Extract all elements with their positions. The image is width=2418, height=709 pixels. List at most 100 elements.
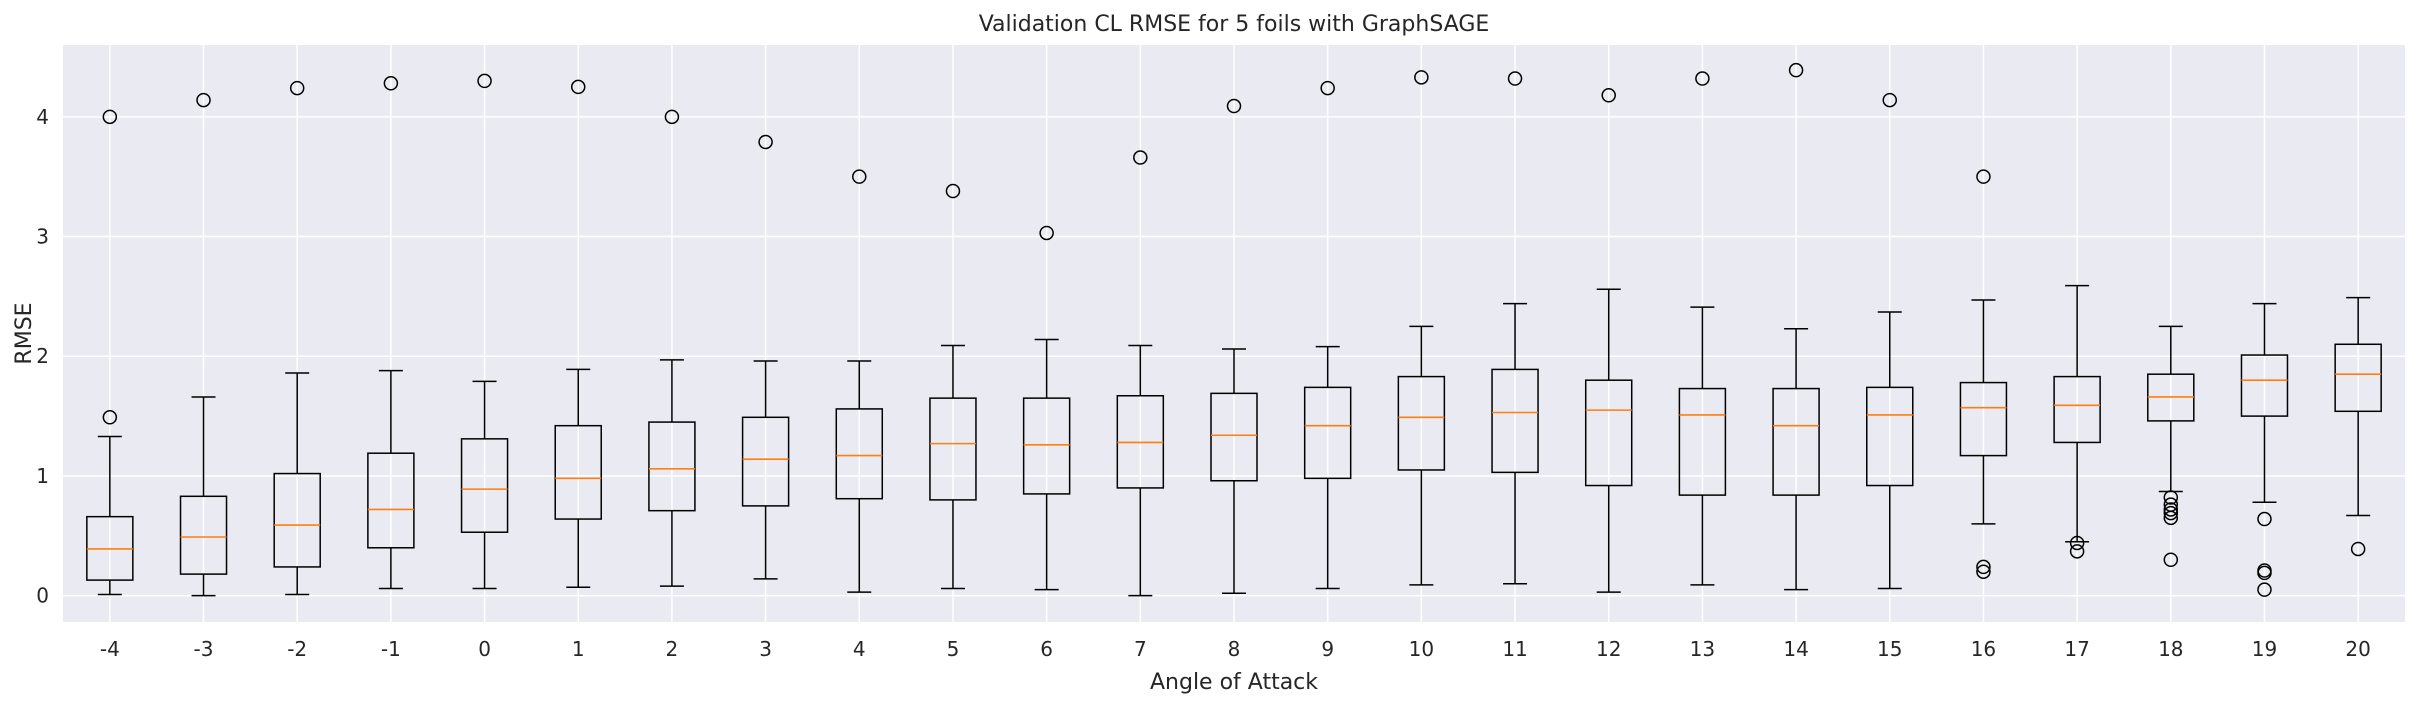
y-tick-label: 4	[36, 105, 49, 129]
box-6	[1022, 225, 1071, 591]
iqr-box	[1303, 386, 1352, 480]
outlier-point	[1882, 92, 1898, 108]
x-tick-label: 4	[853, 637, 866, 661]
box-12	[1584, 88, 1633, 593]
outlier-point	[1226, 98, 1242, 114]
y-tick-label: 1	[36, 464, 49, 488]
outlier-point	[2257, 511, 2272, 527]
outlier-point	[2350, 541, 2366, 557]
x-tick-label: 15	[1877, 637, 1902, 661]
outlier-point	[2163, 497, 2179, 512]
boxes	[86, 62, 2382, 597]
y-tick-labels: 0 1 2 3 4	[36, 105, 49, 608]
x-tick-label: 17	[2064, 637, 2089, 661]
x-tick-label: 16	[1971, 637, 1996, 661]
outlier-point	[1507, 71, 1523, 86]
outlier-point	[1601, 88, 1616, 103]
iqr-box	[1397, 375, 1446, 471]
box-5	[929, 183, 977, 590]
iqr-box	[554, 424, 602, 520]
iqr-box	[1584, 379, 1633, 487]
y-tick-label: 3	[36, 225, 49, 249]
outlier-point	[852, 169, 867, 184]
outlier-point	[1414, 70, 1429, 85]
iqr-box	[460, 438, 509, 533]
box-18	[2147, 325, 2195, 568]
iqr-box	[648, 421, 696, 512]
iqr-box	[929, 397, 977, 501]
outlier-point	[2069, 535, 2085, 551]
x-tick-label: 8	[1228, 637, 1241, 661]
outlier-point	[1695, 71, 1710, 86]
iqr-box	[2053, 375, 2101, 444]
x-tick-label: 6	[1040, 637, 1053, 661]
outlier-point	[664, 109, 680, 125]
outlier-point	[2163, 490, 2179, 505]
box-3	[741, 134, 790, 580]
box-15	[1866, 92, 1914, 590]
x-tick-label: 10	[1409, 637, 1434, 661]
x-tick-label: 7	[1134, 637, 1147, 661]
iqr-box	[1491, 368, 1539, 474]
box--4	[86, 109, 134, 596]
box-17	[2053, 284, 2101, 559]
x-tick-label: 0	[478, 637, 491, 661]
x-axis-label: Angle of Attack	[1150, 670, 1318, 695]
outlier-point	[2257, 563, 2272, 578]
outlier-point	[1976, 169, 1991, 184]
x-tick-label: 5	[947, 637, 960, 661]
box-4	[835, 169, 884, 593]
x-tick-label: -4	[100, 637, 120, 661]
box-10	[1397, 70, 1446, 586]
x-tick-label: 11	[1502, 637, 1527, 661]
outlier-point	[2257, 582, 2272, 597]
x-tick-label: -1	[381, 637, 401, 661]
outlier-point	[758, 134, 773, 150]
x-tick-label: 3	[759, 637, 772, 661]
iqr-box	[2240, 354, 2289, 417]
box-16	[1959, 169, 2008, 579]
iqr-box	[367, 452, 415, 549]
iqr-box	[2334, 343, 2382, 413]
box-11	[1491, 71, 1539, 585]
iqr-box	[1866, 386, 1914, 487]
iqr-box	[835, 408, 884, 500]
outlier-point	[102, 410, 118, 425]
y-tick-label: 2	[36, 344, 49, 368]
box-8	[1210, 98, 1258, 595]
box--1	[367, 76, 415, 590]
iqr-box	[273, 472, 321, 568]
box-0	[460, 73, 509, 590]
box-7	[1116, 150, 1165, 597]
outlier-point	[1133, 150, 1148, 165]
x-tick-label: 9	[1321, 637, 1334, 661]
outlier-point	[383, 76, 399, 91]
box-14	[1772, 62, 1820, 591]
y-tick-label: 0	[36, 584, 49, 608]
box-19	[2240, 302, 2289, 597]
iqr-box	[179, 495, 228, 575]
x-tick-label: -3	[194, 637, 214, 661]
outlier-point	[570, 79, 586, 95]
iqr-box	[1772, 387, 1820, 496]
outlier-point	[2163, 505, 2179, 521]
x-tick-label: 12	[1596, 637, 1621, 661]
x-tick-label: 1	[572, 637, 585, 661]
x-tick-label: 20	[2345, 637, 2370, 661]
outlier-point	[1976, 564, 1991, 579]
outlier-point	[102, 109, 118, 125]
iqr-box	[1678, 387, 1727, 496]
box--2	[273, 80, 321, 596]
box-9	[1303, 80, 1352, 590]
x-tick-label: -2	[287, 637, 307, 661]
outlier-point	[1976, 559, 1991, 575]
outlier-point	[1788, 62, 1804, 78]
x-tick-label: 2	[666, 637, 679, 661]
iqr-box	[741, 416, 790, 507]
iqr-box	[1022, 397, 1071, 495]
outlier-point	[477, 73, 492, 89]
outlier-point	[2163, 502, 2179, 517]
box-20	[2334, 296, 2382, 557]
iqr-box	[1210, 392, 1258, 482]
